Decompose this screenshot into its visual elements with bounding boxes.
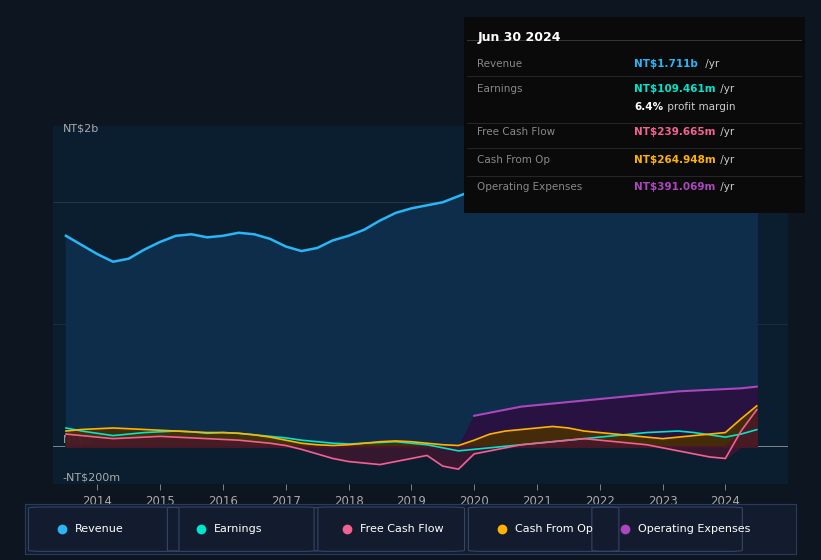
Text: Revenue: Revenue [478,59,523,69]
Text: Cash From Op: Cash From Op [515,524,593,534]
Text: -NT$200m: -NT$200m [62,473,121,483]
Text: /yr: /yr [702,59,719,69]
Text: /yr: /yr [717,155,734,165]
Text: Jun 30 2024: Jun 30 2024 [478,31,561,44]
Text: NT$1.711b: NT$1.711b [635,59,698,69]
Text: Free Cash Flow: Free Cash Flow [360,524,444,534]
Text: NT$2b: NT$2b [62,124,99,134]
Text: profit margin: profit margin [664,102,736,112]
Text: /yr: /yr [717,128,734,137]
Text: /yr: /yr [717,85,734,94]
Text: NT$264.948m: NT$264.948m [635,155,716,165]
Text: Revenue: Revenue [75,524,123,534]
Text: NT$109.461m: NT$109.461m [635,85,716,94]
Text: Cash From Op: Cash From Op [478,155,551,165]
Text: NT$0: NT$0 [62,435,92,445]
Text: /yr: /yr [717,183,734,192]
Text: NT$391.069m: NT$391.069m [635,183,716,192]
Text: NT$239.665m: NT$239.665m [635,128,716,137]
Text: Free Cash Flow: Free Cash Flow [478,128,556,137]
Text: Earnings: Earnings [213,524,262,534]
Text: Operating Expenses: Operating Expenses [478,183,583,192]
Text: Operating Expenses: Operating Expenses [638,524,750,534]
Text: 6.4%: 6.4% [635,102,663,112]
Text: Earnings: Earnings [478,85,523,94]
